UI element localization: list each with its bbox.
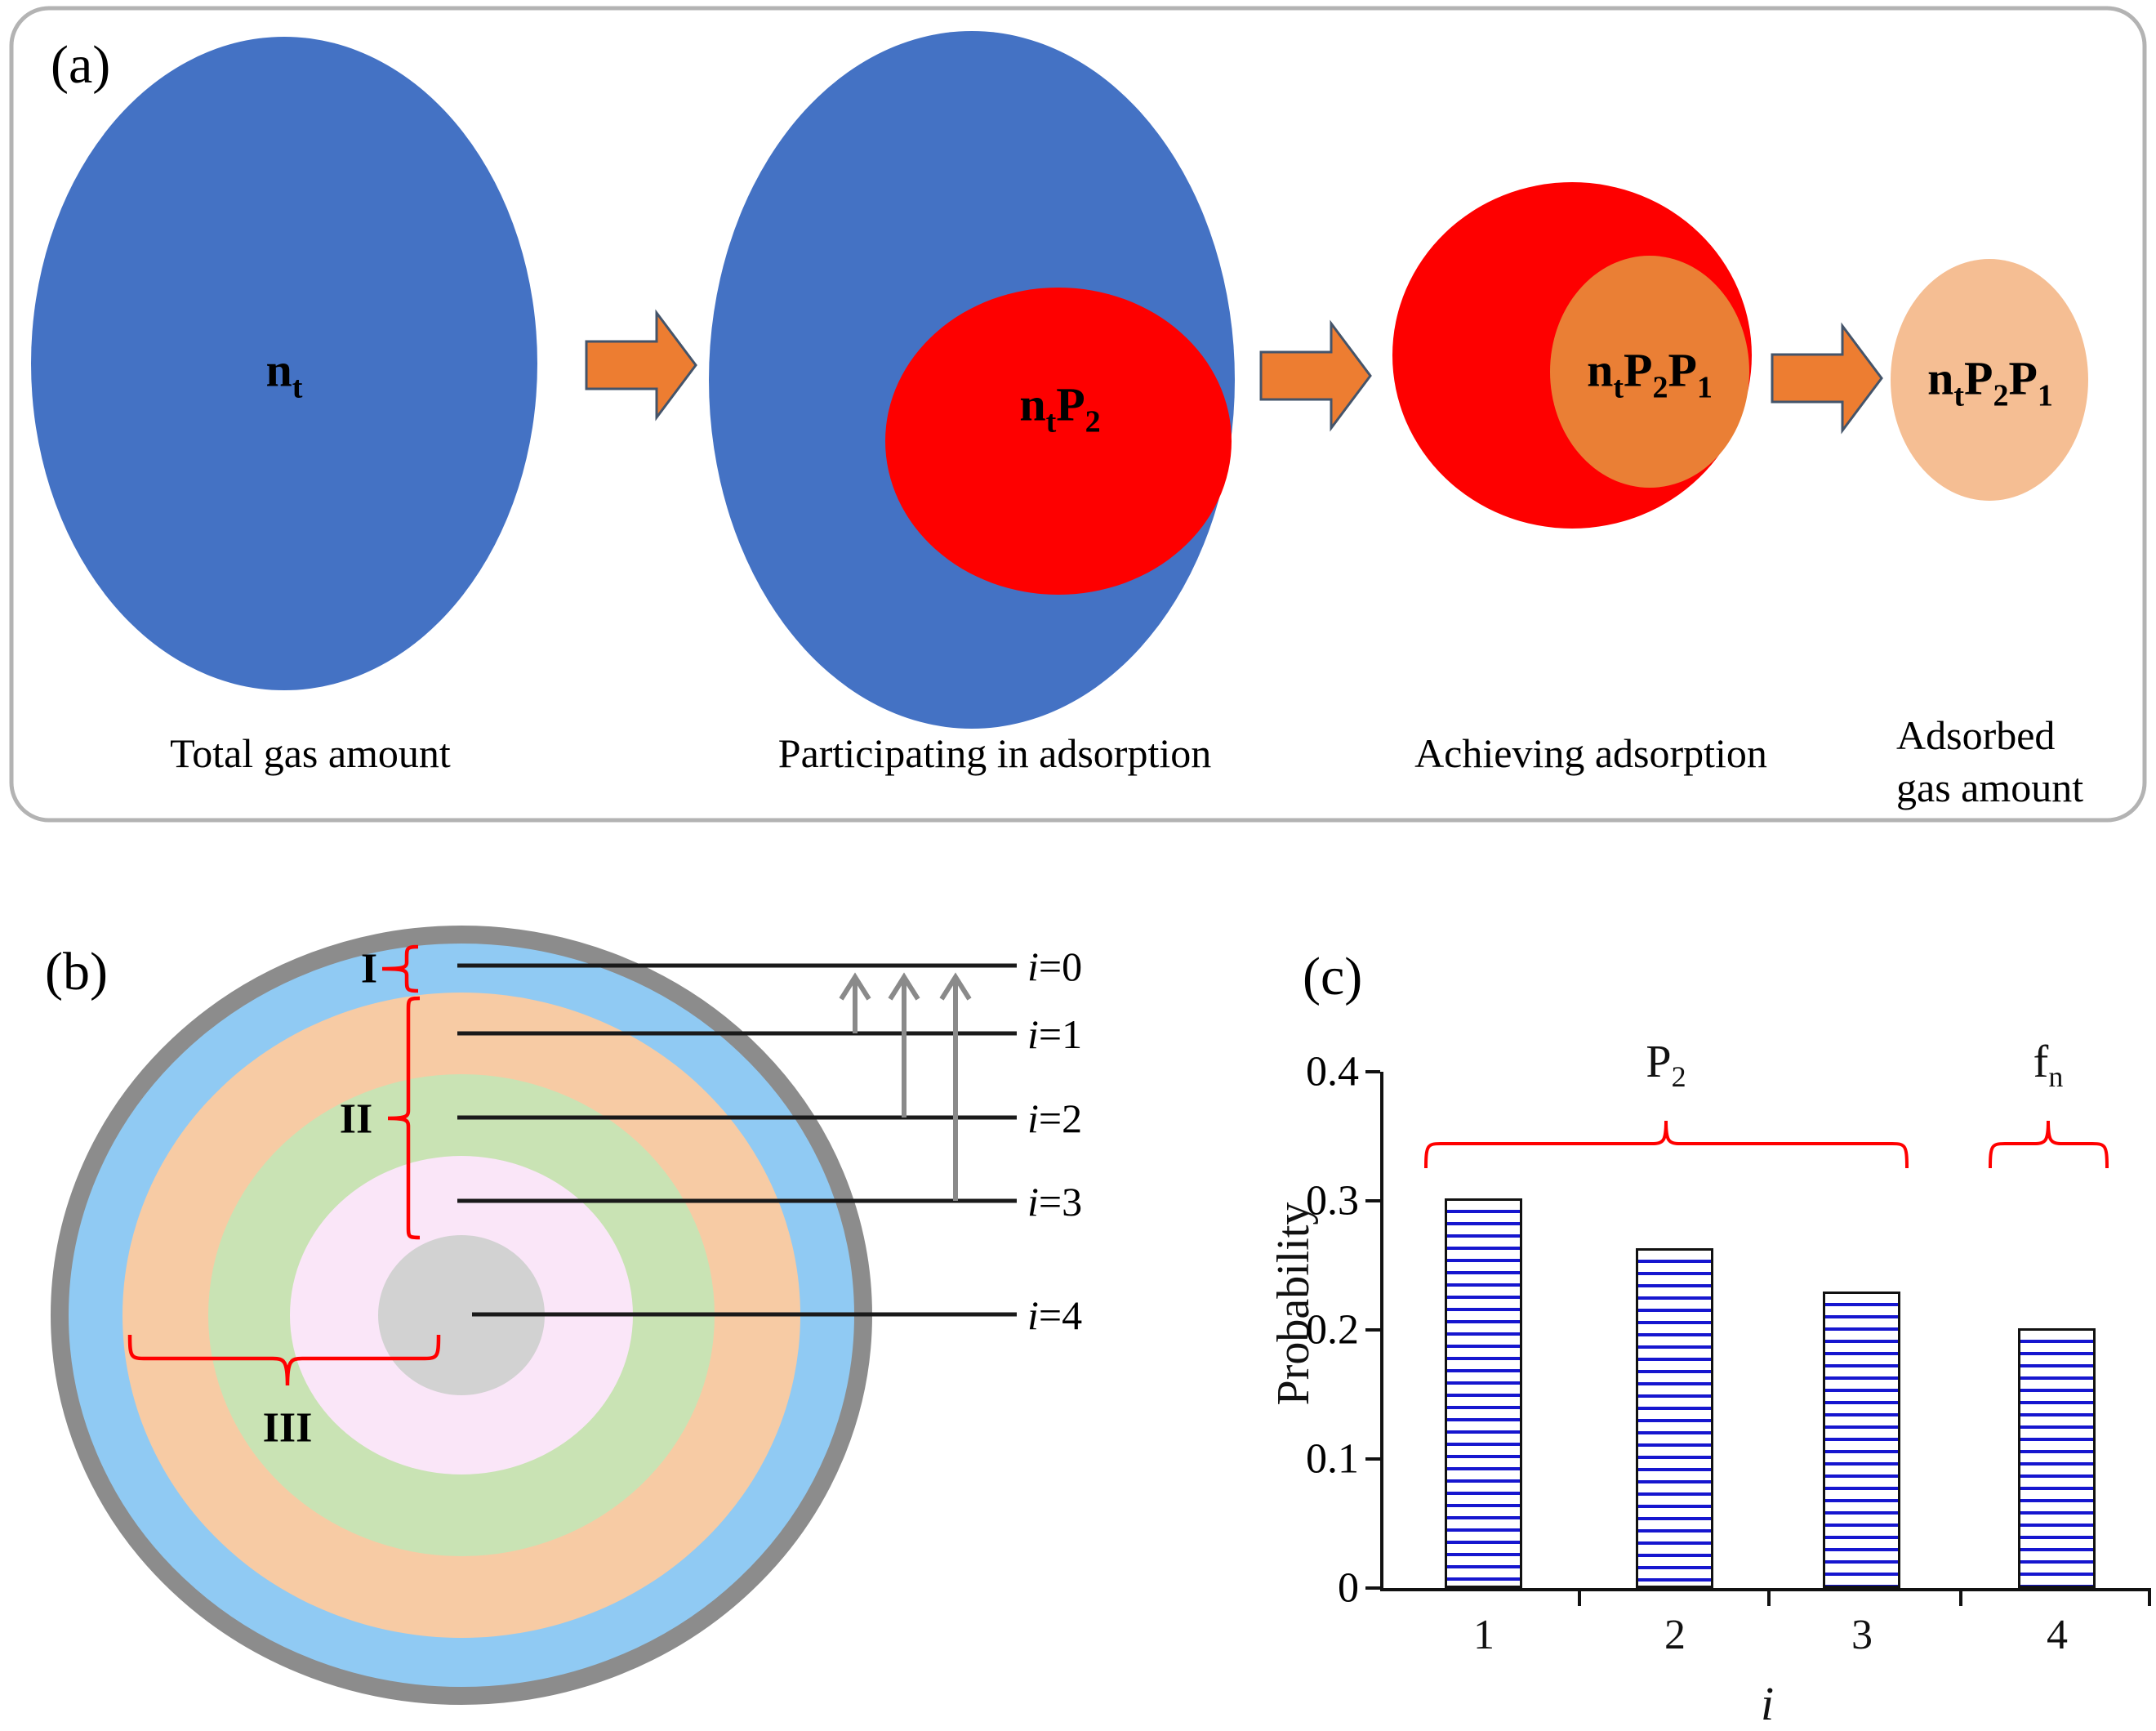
- panel-b-tag: (b): [45, 942, 108, 1002]
- bar-i4: [2018, 1328, 2096, 1588]
- fn-brace: [1989, 1120, 2109, 1169]
- x-tick-label: 1: [1473, 1612, 1494, 1658]
- panel-a-tag: (a): [51, 35, 111, 95]
- x-tick: [1578, 1591, 1581, 1606]
- participating-label: ntP2: [1019, 377, 1101, 439]
- level-label-i2: i=2: [1027, 1095, 1083, 1141]
- zone-II-brace: [387, 996, 421, 1240]
- bar-i1: [1445, 1198, 1522, 1588]
- p2-brace: [1424, 1120, 1909, 1169]
- x-tick-label: 3: [1851, 1612, 1873, 1658]
- y-tick: [1365, 1199, 1380, 1202]
- adsorbed-label: ntP2P1: [1927, 351, 2053, 413]
- y-tick-label: 0: [1338, 1564, 1359, 1612]
- zone-III-brace: [127, 1334, 441, 1386]
- bar-chart-plot-area: 0.4 0.3 0.2 0.1 0 1 2 3 4 i: [1306, 1049, 2151, 1730]
- shell-core: [378, 1235, 545, 1395]
- panel-c: (c) Probability 0.4 0.3 0.2 0.1 0 1 2 3 …: [1258, 899, 2156, 1730]
- x-tick-label: 4: [2047, 1612, 2068, 1658]
- total-gas-label: nt: [265, 343, 303, 405]
- adsorbed-ellipse: [1891, 259, 2088, 501]
- y-tick-label: 0.4: [1306, 1048, 1359, 1095]
- flow-arrow-icon: [585, 309, 697, 422]
- level-label-i0: i=0: [1027, 944, 1083, 989]
- y-tick-label: 0.2: [1306, 1306, 1359, 1354]
- achieving-orange-ellipse: [1550, 256, 1749, 488]
- caption-adsorbed: Adsorbed gas amount: [1896, 709, 2083, 814]
- zone-braces: [127, 944, 441, 1386]
- achieving-label: ntP2P1: [1587, 343, 1713, 405]
- transition-arrows: [839, 972, 972, 1201]
- up-arrow-head-icon: [888, 972, 920, 1001]
- level-label-i1: i=1: [1027, 1011, 1083, 1057]
- caption-adsorbed-line2: gas amount: [1896, 765, 2084, 810]
- total-gas-ellipse: [31, 37, 537, 690]
- p2-brace-label: P2: [1646, 1037, 1686, 1093]
- y-tick: [1365, 1328, 1380, 1332]
- zone-I-label: I: [360, 945, 378, 993]
- bar-i3: [1823, 1292, 1900, 1588]
- level-label-i3: i=3: [1027, 1179, 1083, 1225]
- caption-participating: Participating in adsorption: [777, 730, 1212, 776]
- bar-i2: [1636, 1248, 1713, 1588]
- x-tick: [1767, 1591, 1771, 1606]
- y-tick-label: 0.1: [1306, 1435, 1359, 1483]
- y-tick: [1365, 1586, 1380, 1590]
- level-label-i4: i=4: [1027, 1292, 1083, 1338]
- panel-c-tag: (c): [1303, 947, 1363, 1006]
- zone-II-label: II: [339, 1095, 373, 1143]
- y-tick-label: 0.3: [1306, 1177, 1359, 1225]
- fn-brace-label: fn: [2033, 1037, 2064, 1093]
- up-arrow-head-icon: [839, 972, 871, 1001]
- panel-b-canvas: [51, 926, 1017, 1705]
- panel-a-canvas: [9, 6, 2147, 823]
- y-tick: [1365, 1457, 1380, 1461]
- up-arrow-head-icon: [939, 972, 972, 1001]
- caption-adsorbed-line1: Adsorbed: [1896, 712, 2056, 758]
- zone-III-label: III: [262, 1404, 313, 1452]
- flow-arrow-icon: [1771, 322, 1883, 435]
- zone-I-brace: [381, 944, 419, 993]
- caption-achieving: Achieving adsorption: [1414, 730, 1767, 776]
- panel-c-brace-layer: [1424, 1120, 2109, 1169]
- y-tick: [1365, 1070, 1380, 1073]
- x-tick-label: 2: [1664, 1612, 1686, 1658]
- caption-total-gas: Total gas amount: [170, 730, 451, 776]
- x-tick: [2148, 1591, 2151, 1606]
- participating-red-ellipse: [885, 288, 1232, 595]
- x-tick: [1959, 1591, 1962, 1606]
- flow-arrow-icon: [1259, 319, 1372, 432]
